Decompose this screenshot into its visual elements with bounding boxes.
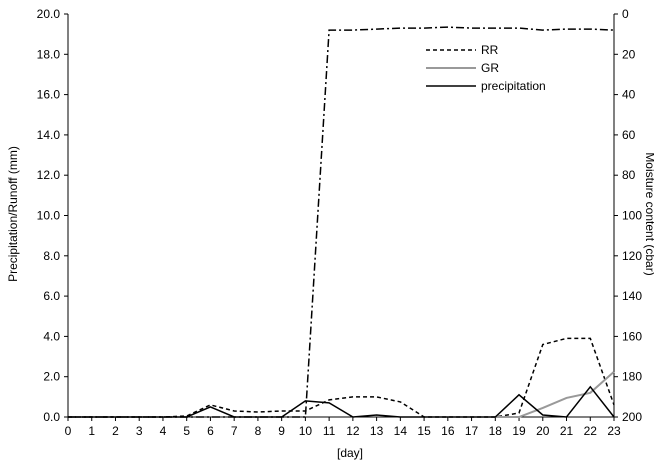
y-left-tick-label: 6.0 (43, 289, 60, 303)
x-tick-label: 17 (465, 424, 479, 438)
x-tick-label: 3 (136, 424, 143, 438)
y-right-tick-label: 40 (622, 88, 636, 102)
y-left-ticks: 0.0 2.0 4.0 6.0 8.0 10.0 12.0 14.0 16.0 18.0 20.0 (37, 7, 68, 424)
y-left-tick-label: 4.0 (43, 329, 60, 343)
x-tick-label: 0 (65, 424, 72, 438)
x-tick-label: 20 (536, 424, 550, 438)
legend: RR GR precipitation (426, 43, 546, 93)
y-right-tick-label: 100 (622, 209, 642, 223)
y-left-tick-label: 20.0 (37, 7, 61, 21)
legend-label-gr: GR (481, 61, 499, 75)
x-tick-label: 16 (441, 424, 455, 438)
y-left-tick-label: 8.0 (43, 249, 60, 263)
y-left-tick-label: 10.0 (37, 209, 61, 223)
x-tick-label: 8 (255, 424, 262, 438)
x-tick-label: 4 (160, 424, 167, 438)
y-left-axis-title: Precipitation/Runoff (mm) (6, 146, 20, 282)
y-left-tick-label: 18.0 (37, 47, 61, 61)
x-tick-label: 23 (607, 424, 621, 438)
plot-frame (67, 14, 615, 418)
x-tick-label: 7 (231, 424, 238, 438)
x-tick-label: 15 (417, 424, 431, 438)
x-tick-label: 12 (346, 424, 360, 438)
x-tick-label: 6 (207, 424, 214, 438)
x-ticks: 0 1 2 3 4 5 6 7 8 9 10 11 12 13 14 15 16 17 18 19 20 21 22 23 (65, 417, 621, 438)
x-tick-label: 10 (299, 424, 313, 438)
y-right-tick-label: 60 (622, 128, 636, 142)
y-left-tick-label: 2.0 (43, 370, 60, 384)
x-tick-label: 11 (323, 424, 336, 438)
x-tick-label: 14 (394, 424, 408, 438)
y-right-tick-label: 200 (622, 410, 642, 424)
y-left-tick-label: 12.0 (37, 168, 61, 182)
legend-label-precipitation: precipitation (481, 79, 546, 93)
x-tick-label: 19 (512, 424, 526, 438)
x-tick-label: 21 (560, 424, 574, 438)
legend-label-rr: RR (481, 43, 499, 57)
series-layer (68, 26, 615, 418)
y-right-tick-label: 120 (622, 249, 642, 263)
x-tick-label: 18 (489, 424, 503, 438)
x-tick-label: 9 (278, 424, 285, 438)
x-tick-label: 2 (112, 424, 119, 438)
y-right-tick-label: 160 (622, 329, 642, 343)
y-left-tick-label: 14.0 (37, 128, 61, 142)
x-tick-label: 22 (584, 424, 598, 438)
x-axis-title: [day] (337, 446, 363, 460)
series-moisture-line (68, 26, 615, 418)
y-right-tick-label: 20 (622, 47, 636, 61)
x-tick-label: 1 (88, 424, 95, 438)
series-gr-line (495, 370, 615, 418)
y-right-tick-label: 180 (622, 370, 642, 384)
y-left-tick-label: 0.0 (43, 410, 60, 424)
x-tick-label: 13 (370, 424, 384, 438)
y-right-tick-label: 140 (622, 289, 642, 303)
y-right-tick-label: 0 (622, 7, 629, 21)
y-right-tick-label: 80 (622, 168, 636, 182)
x-tick-label: 5 (183, 424, 190, 438)
y-left-tick-label: 16.0 (37, 88, 61, 102)
y-right-axis-title: Moisture content (cbar) (643, 152, 654, 275)
